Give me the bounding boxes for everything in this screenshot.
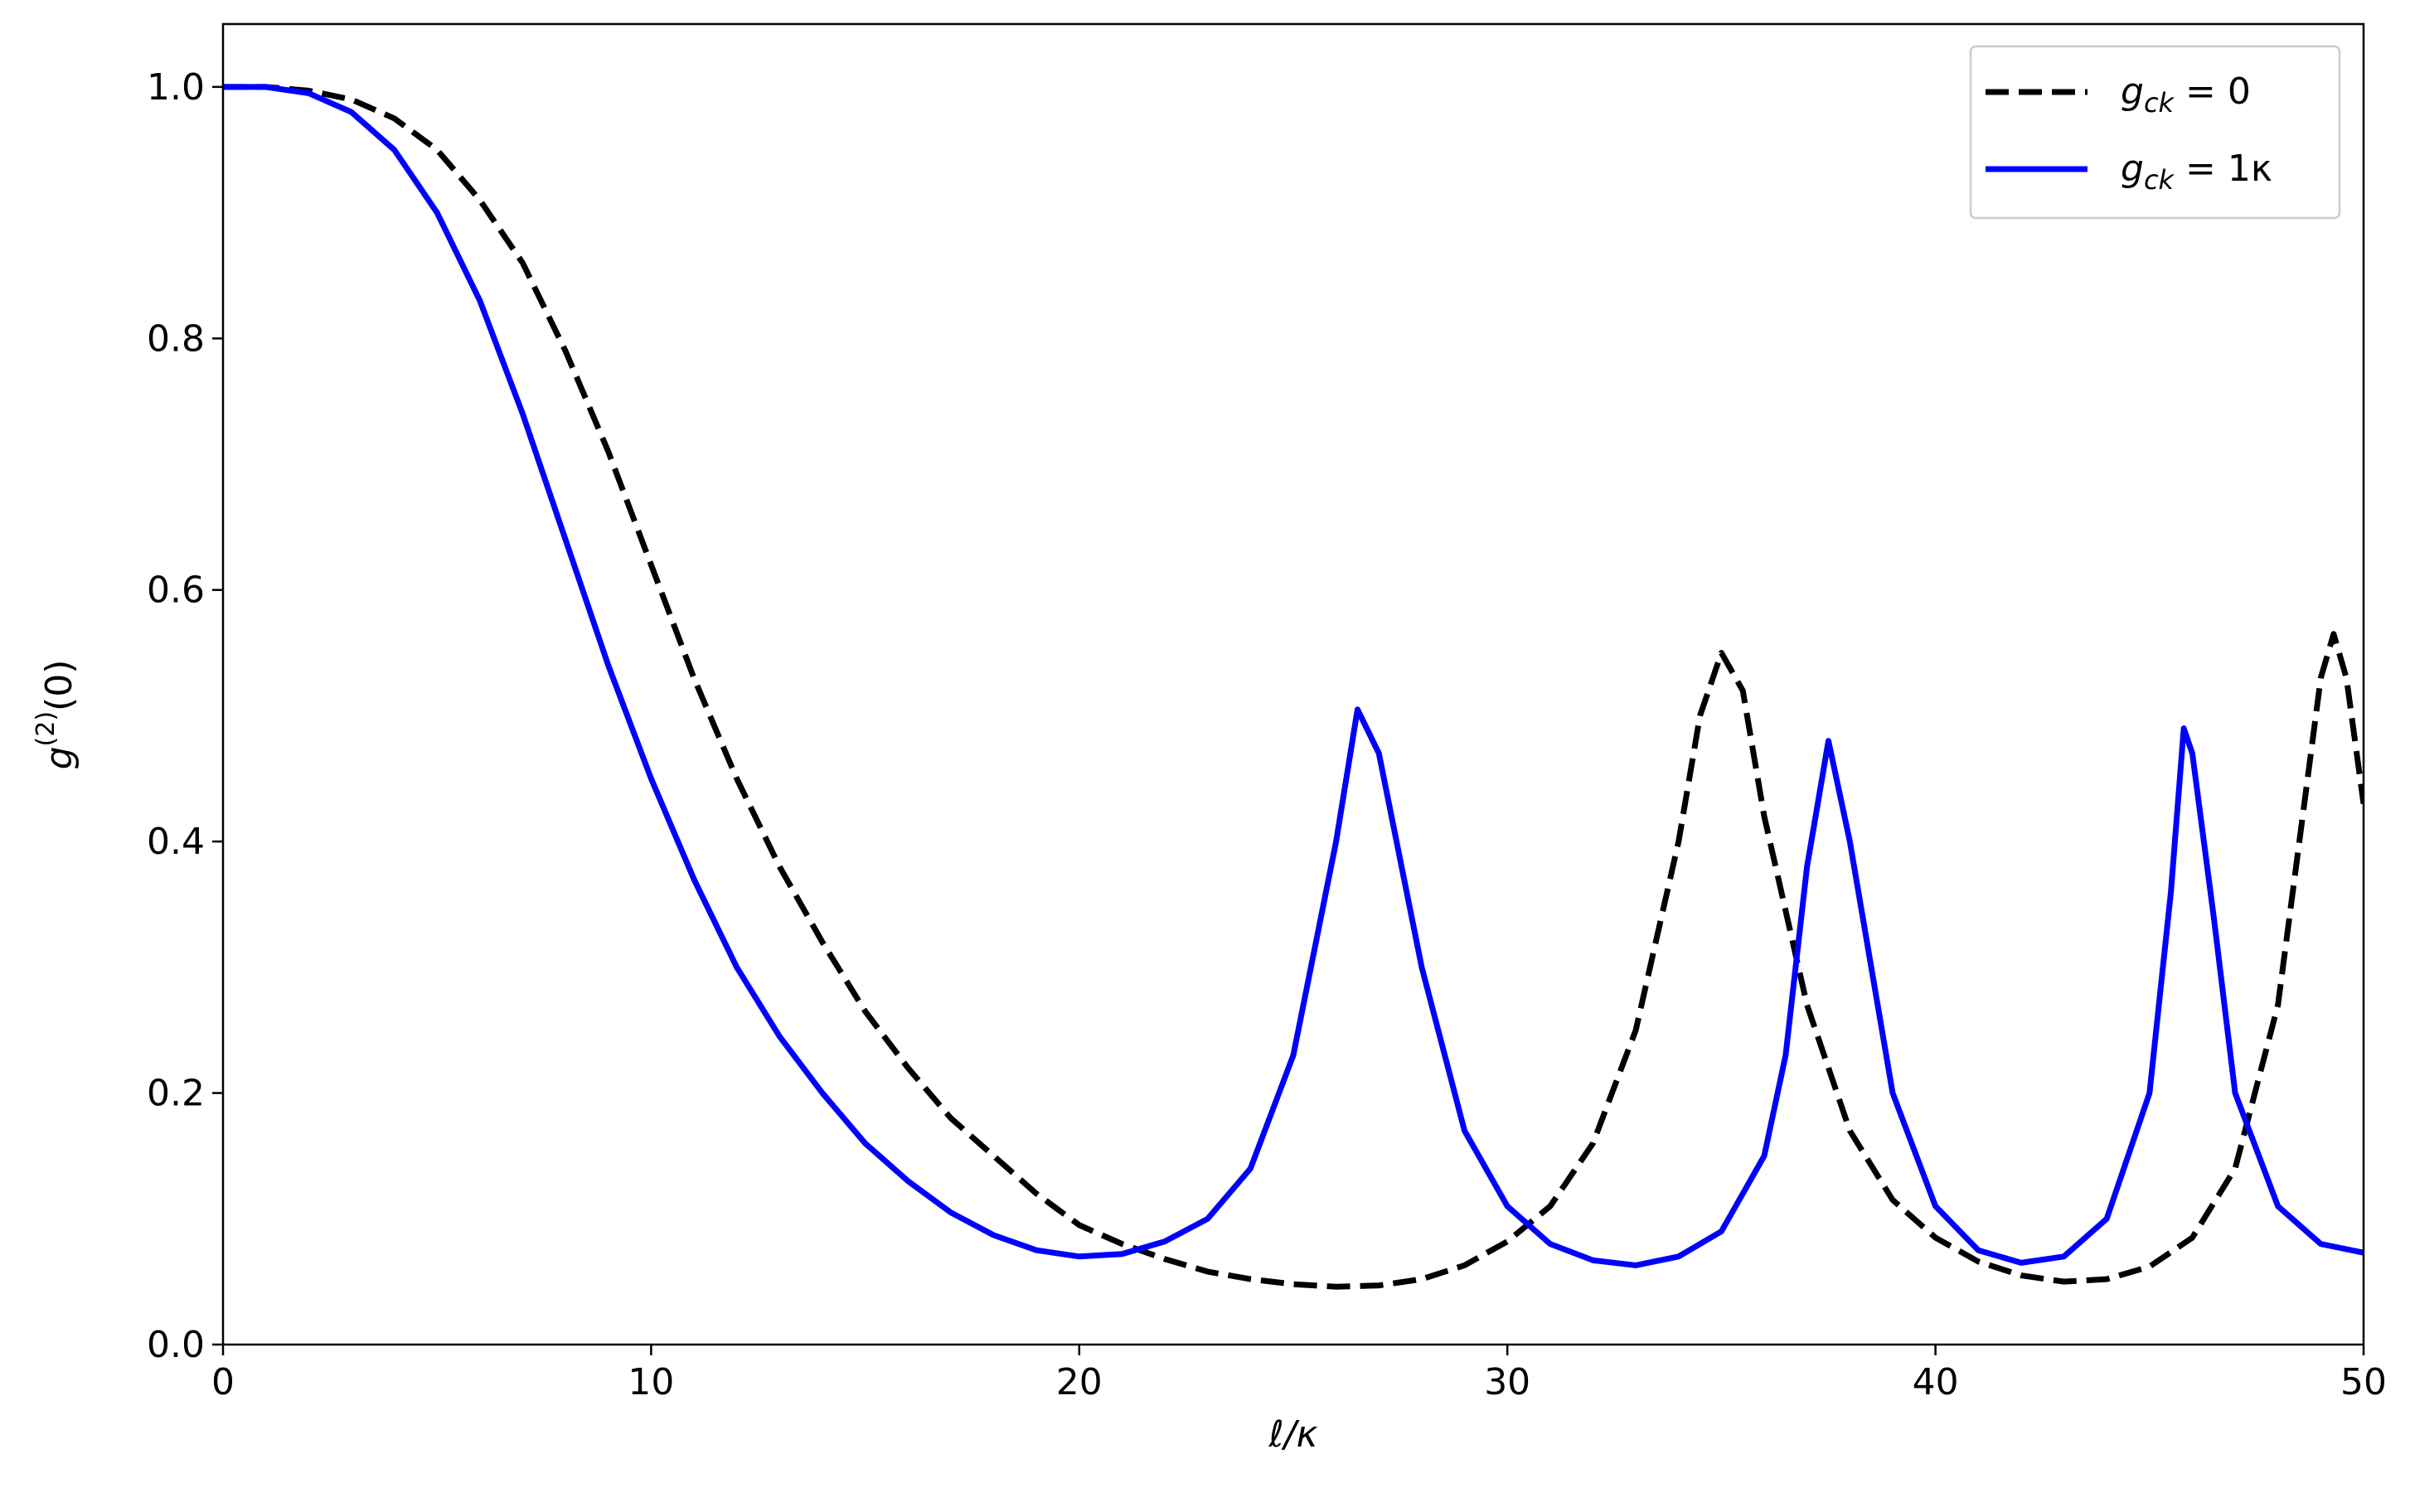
y-tick-label: 0.2 bbox=[147, 1073, 205, 1115]
legend-label: gck = 0 bbox=[2121, 70, 2251, 119]
x-tick-label: 50 bbox=[2340, 1361, 2387, 1403]
y-axis-label: g(2)(0) bbox=[32, 660, 81, 770]
x-tick-label: 20 bbox=[1056, 1361, 1103, 1403]
x-tick-label: 10 bbox=[628, 1361, 674, 1403]
x-tick-label: 30 bbox=[1484, 1361, 1530, 1403]
y-tick-label: 1.0 bbox=[147, 66, 205, 109]
line-series bbox=[223, 84, 2364, 1290]
y-tick-label: 0.6 bbox=[147, 569, 205, 612]
x-tick-label: 40 bbox=[1913, 1361, 1959, 1403]
legend-label: gck = 1κ bbox=[2121, 148, 2272, 196]
y-tick-label: 0.4 bbox=[147, 821, 205, 863]
x-axis-label: ℓ/κ bbox=[1268, 1413, 1318, 1456]
y-tick-label: 0.8 bbox=[147, 317, 205, 360]
x-tick-label: 0 bbox=[211, 1361, 235, 1403]
axes-frame bbox=[221, 22, 2365, 1346]
line-series bbox=[223, 84, 2364, 1268]
y-tick-label: 0.0 bbox=[147, 1324, 205, 1366]
